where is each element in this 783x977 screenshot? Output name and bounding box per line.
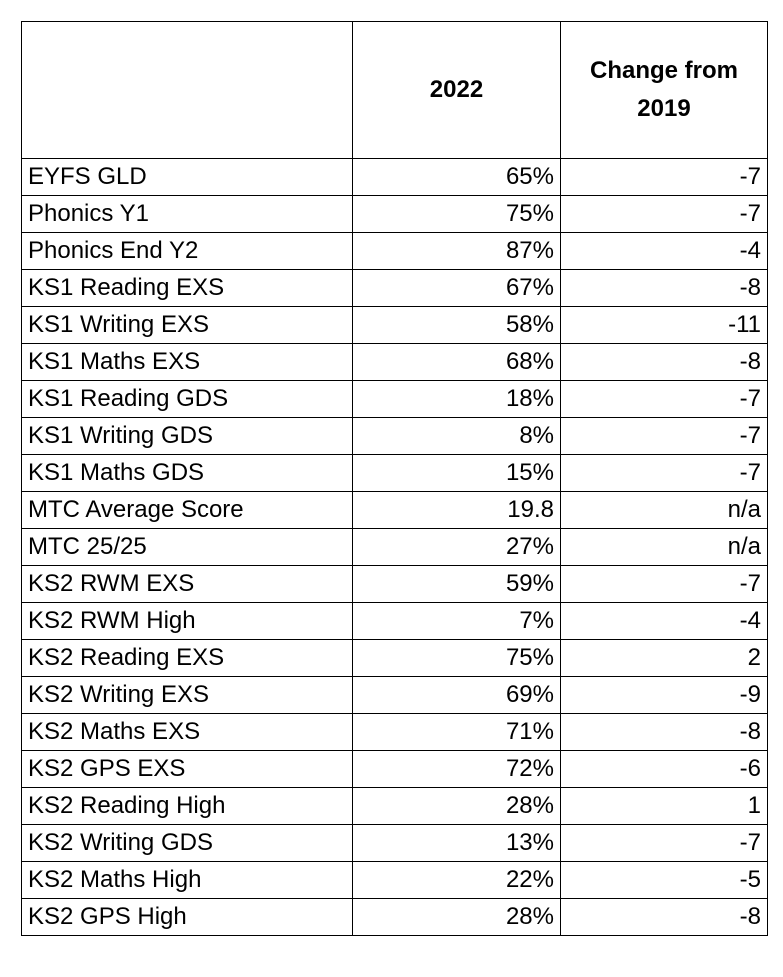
table-row: MTC 25/25 27% n/a <box>21 528 768 566</box>
row-change-cell: -11 <box>560 306 768 344</box>
row-change-cell: -7 <box>560 565 768 603</box>
row-label-cell: KS2 RWM High <box>21 602 353 640</box>
table-row: KS2 Writing GDS 13% -7 <box>21 824 768 862</box>
row-label-cell: KS1 Maths GDS <box>21 454 353 492</box>
header-cell-change: Change from 2019 <box>560 21 768 159</box>
row-change-cell: -7 <box>560 380 768 418</box>
table-row: KS2 RWM EXS 59% -7 <box>21 565 768 603</box>
row-2022-cell: 7% <box>352 602 561 640</box>
row-label-cell: KS2 RWM EXS <box>21 565 353 603</box>
table-row: KS1 Reading EXS 67% -8 <box>21 269 768 307</box>
row-change-cell: -8 <box>560 269 768 307</box>
row-2022-cell: 75% <box>352 195 561 233</box>
row-2022-cell: 19.8 <box>352 491 561 529</box>
row-2022-cell: 59% <box>352 565 561 603</box>
row-change-cell: -7 <box>560 454 768 492</box>
row-label-cell: KS2 Maths EXS <box>21 713 353 751</box>
table-row: KS2 GPS High 28% -8 <box>21 898 768 936</box>
table-row: KS2 Maths EXS 71% -8 <box>21 713 768 751</box>
table-row: KS2 Maths High 22% -5 <box>21 861 768 899</box>
row-label-cell: KS2 GPS High <box>21 898 353 936</box>
row-change-cell: n/a <box>560 528 768 566</box>
table-row: KS1 Maths EXS 68% -8 <box>21 343 768 381</box>
row-change-cell: n/a <box>560 491 768 529</box>
row-2022-cell: 69% <box>352 676 561 714</box>
header-cell-2022: 2022 <box>352 21 561 159</box>
row-label-cell: KS1 Maths EXS <box>21 343 353 381</box>
table-body: EYFS GLD 65% -7 Phonics Y1 75% -7 Phonics End … <box>21 158 768 936</box>
row-change-cell: -4 <box>560 232 768 270</box>
row-2022-cell: 71% <box>352 713 561 751</box>
row-2022-cell: 18% <box>352 380 561 418</box>
row-2022-cell: 87% <box>352 232 561 270</box>
header-change-text: Change from 2019 <box>589 57 738 122</box>
row-label-cell: KS1 Writing GDS <box>21 417 353 455</box>
row-2022-cell: 72% <box>352 750 561 788</box>
row-2022-cell: 8% <box>352 417 561 455</box>
row-label-cell: EYFS GLD <box>21 158 353 196</box>
row-label-cell: Phonics End Y2 <box>21 232 353 270</box>
table-row: MTC Average Score 19.8 n/a <box>21 491 768 529</box>
row-label-cell: KS2 GPS EXS <box>21 750 353 788</box>
table-row: KS2 Writing EXS 69% -9 <box>21 676 768 714</box>
row-label-cell: KS2 Reading EXS <box>21 639 353 677</box>
row-change-cell: 1 <box>560 787 768 825</box>
row-label-cell: KS1 Writing EXS <box>21 306 353 344</box>
row-change-cell: 2 <box>560 639 768 677</box>
row-2022-cell: 28% <box>352 787 561 825</box>
row-label-cell: Phonics Y1 <box>21 195 353 233</box>
row-label-cell: KS2 Reading High <box>21 787 353 825</box>
row-label-cell: MTC 25/25 <box>21 528 353 566</box>
header-cell-label <box>21 21 353 159</box>
row-2022-cell: 67% <box>352 269 561 307</box>
table-row: Phonics End Y2 87% -4 <box>21 232 768 270</box>
row-2022-cell: 13% <box>352 824 561 862</box>
row-2022-cell: 15% <box>352 454 561 492</box>
header-row: 2022 Change from 2019 <box>21 21 768 159</box>
results-table: 2022 Change from 2019 EYFS GLD 65% -7 Phoni… <box>21 21 768 936</box>
table-row: Phonics Y1 75% -7 <box>21 195 768 233</box>
row-2022-cell: 28% <box>352 898 561 936</box>
row-change-cell: -8 <box>560 713 768 751</box>
row-change-cell: -7 <box>560 824 768 862</box>
row-2022-cell: 58% <box>352 306 561 344</box>
row-change-cell: -6 <box>560 750 768 788</box>
row-label-cell: KS2 Writing EXS <box>21 676 353 714</box>
row-2022-cell: 75% <box>352 639 561 677</box>
row-label-cell: KS1 Reading GDS <box>21 380 353 418</box>
row-change-cell: -7 <box>560 417 768 455</box>
row-change-cell: -7 <box>560 158 768 196</box>
table-row: KS1 Writing EXS 58% -11 <box>21 306 768 344</box>
table-row: KS1 Writing GDS 8% -7 <box>21 417 768 455</box>
row-label-cell: KS1 Reading EXS <box>21 269 353 307</box>
row-change-cell: -4 <box>560 602 768 640</box>
table-row: KS2 RWM High 7% -4 <box>21 602 768 640</box>
row-label-cell: KS2 Writing GDS <box>21 824 353 862</box>
table-row: KS2 Reading EXS 75% 2 <box>21 639 768 677</box>
row-change-cell: -9 <box>560 676 768 714</box>
table-row: KS1 Maths GDS 15% -7 <box>21 454 768 492</box>
table-row: KS2 GPS EXS 72% -6 <box>21 750 768 788</box>
row-label-cell: MTC Average Score <box>21 491 353 529</box>
row-change-cell: -7 <box>560 195 768 233</box>
row-change-cell: -8 <box>560 343 768 381</box>
row-label-cell: KS2 Maths High <box>21 861 353 899</box>
row-change-cell: -5 <box>560 861 768 899</box>
row-2022-cell: 27% <box>352 528 561 566</box>
table-row: EYFS GLD 65% -7 <box>21 158 768 196</box>
row-2022-cell: 22% <box>352 861 561 899</box>
row-change-cell: -8 <box>560 898 768 936</box>
table-row: KS1 Reading GDS 18% -7 <box>21 380 768 418</box>
row-2022-cell: 68% <box>352 343 561 381</box>
row-2022-cell: 65% <box>352 158 561 196</box>
table-row: KS2 Reading High 28% 1 <box>21 787 768 825</box>
table-header: 2022 Change from 2019 <box>21 21 768 159</box>
